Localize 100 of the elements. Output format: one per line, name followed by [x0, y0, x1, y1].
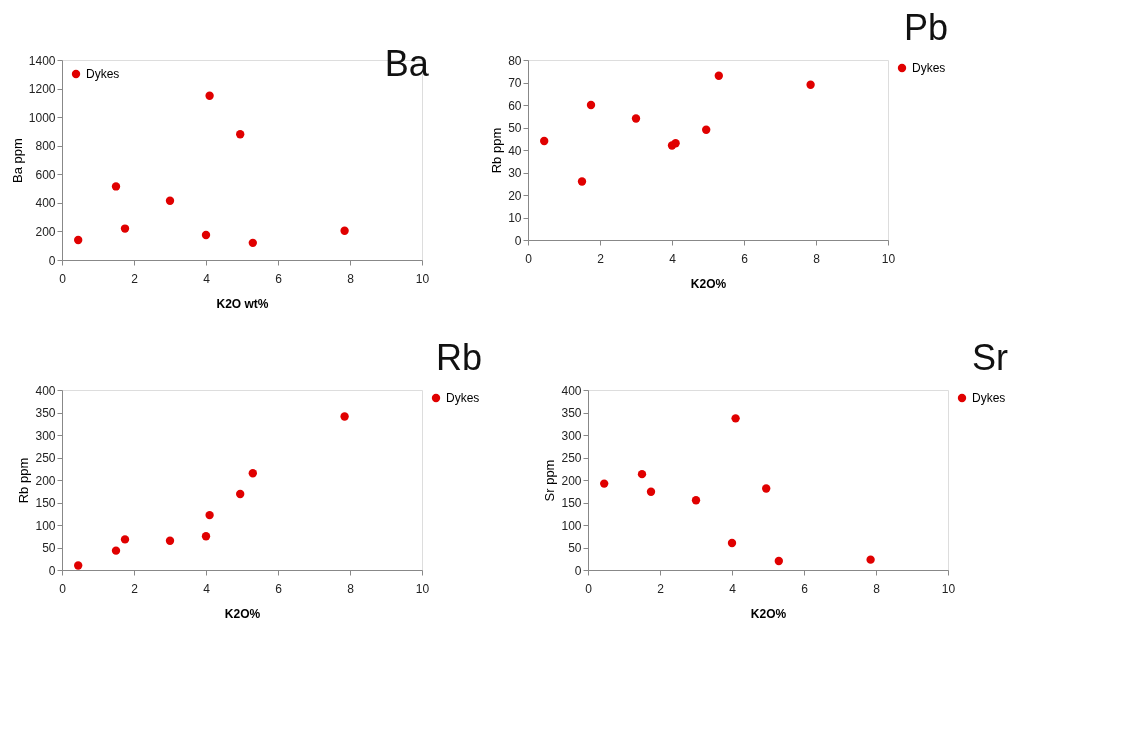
- point: [646, 487, 656, 496]
- x-axis-title: K2O%: [690, 276, 727, 291]
- y-tick-label: 250: [35, 451, 56, 465]
- x-axis-title: K2O%: [224, 606, 261, 621]
- point: [165, 196, 175, 205]
- point: [201, 532, 211, 541]
- x-tick-label: 8: [347, 581, 355, 596]
- y-tick-label: 100: [561, 518, 582, 533]
- y-tick-label: 20: [508, 188, 522, 203]
- y-tick-label: 30: [508, 166, 522, 180]
- x-tick-label: 0: [585, 581, 593, 596]
- x-tick-label: 6: [801, 581, 809, 596]
- legend-label: Dykes: [912, 61, 946, 75]
- point: [714, 71, 723, 80]
- x-tick-label: 10: [415, 581, 430, 596]
- y-axis-title: Rb ppm: [489, 127, 505, 174]
- chart-title: Ba: [384, 43, 430, 84]
- point: [205, 510, 214, 520]
- y-tick-label: 50: [508, 121, 522, 135]
- x-tick-label: 4: [203, 581, 211, 596]
- x-tick-label: 0: [59, 581, 67, 596]
- x-axis-title: K2O wt%: [216, 296, 269, 311]
- point: [248, 469, 257, 478]
- y-tick-label: 200: [35, 224, 56, 239]
- point: [577, 177, 587, 186]
- point: [631, 114, 641, 123]
- point: [774, 556, 783, 566]
- point: [165, 536, 175, 545]
- chart-title: Sr: [972, 337, 1009, 378]
- x-tick-label: 10: [415, 271, 430, 286]
- point: [540, 136, 549, 146]
- point: [340, 226, 349, 235]
- y-tick-label: 60: [508, 98, 522, 113]
- y-tick-label: 400: [35, 196, 56, 211]
- point: [201, 230, 211, 240]
- point: [120, 535, 130, 544]
- point: [866, 555, 875, 564]
- point: [727, 538, 737, 548]
- point: [120, 224, 130, 233]
- y-tick-label: 10: [508, 211, 522, 225]
- point: [691, 496, 701, 505]
- y-axis-title: Sr ppm: [542, 459, 558, 502]
- x-tick-label: 6: [275, 581, 283, 596]
- y-axis-title: Rb ppm: [16, 457, 32, 504]
- point: [340, 412, 349, 421]
- y-tick-label: 1400: [28, 53, 56, 68]
- y-tick-label: 1200: [28, 82, 56, 97]
- point: [111, 182, 121, 191]
- point: [111, 546, 121, 555]
- y-tick-label: 50: [42, 541, 56, 555]
- y-tick-label: 0: [574, 563, 582, 578]
- y-tick-label: 40: [508, 143, 522, 158]
- point: [806, 80, 815, 89]
- x-tick-label: 2: [597, 251, 605, 266]
- x-tick-label: 8: [347, 271, 355, 286]
- point: [236, 489, 245, 499]
- y-tick-label: 800: [35, 139, 56, 154]
- y-tick-label: 70: [508, 76, 522, 90]
- y-tick-label: 0: [514, 233, 522, 248]
- x-tick-label: 0: [525, 251, 533, 266]
- legend-label: Dykes: [86, 67, 120, 81]
- point: [236, 130, 245, 139]
- y-tick-label: 200: [561, 473, 582, 488]
- x-tick-label: 10: [941, 581, 956, 596]
- y-tick-label: 350: [561, 406, 582, 420]
- point: [586, 100, 596, 110]
- y-tick-label: 400: [561, 383, 582, 398]
- y-tick-label: 200: [35, 473, 56, 488]
- point: [74, 561, 83, 570]
- chart-title: Pb: [903, 7, 948, 48]
- point: [600, 479, 609, 488]
- y-tick-label: 80: [508, 53, 522, 68]
- point: [248, 238, 257, 248]
- x-tick-label: 4: [203, 271, 211, 286]
- y-tick-label: 250: [561, 451, 582, 465]
- legend-label: Dykes: [972, 391, 1006, 405]
- point: [731, 414, 740, 423]
- y-tick-label: 300: [561, 428, 582, 443]
- y-tick-label: 600: [35, 167, 56, 182]
- y-tick-label: 150: [35, 496, 56, 510]
- y-tick-label: 400: [35, 383, 56, 398]
- y-tick-label: 350: [35, 406, 56, 420]
- chart-title: Rb: [435, 337, 482, 378]
- x-tick-label: 2: [131, 271, 139, 286]
- y-tick-label: 300: [35, 428, 56, 443]
- x-tick-label: 4: [729, 581, 737, 596]
- x-tick-label: 2: [657, 581, 665, 596]
- legend-label: Dykes: [446, 391, 480, 405]
- x-tick-label: 0: [59, 271, 67, 286]
- point: [637, 469, 647, 479]
- point: [702, 125, 711, 134]
- y-tick-label: 150: [561, 496, 582, 510]
- x-tick-label: 2: [131, 581, 139, 596]
- y-tick-label: 100: [35, 518, 56, 533]
- x-tick-label: 6: [741, 251, 749, 266]
- y-tick-label: 1000: [28, 110, 56, 125]
- point: [762, 484, 771, 493]
- y-tick-label: 50: [568, 541, 582, 555]
- x-tick-label: 4: [669, 251, 677, 266]
- x-tick-label: 10: [881, 251, 896, 266]
